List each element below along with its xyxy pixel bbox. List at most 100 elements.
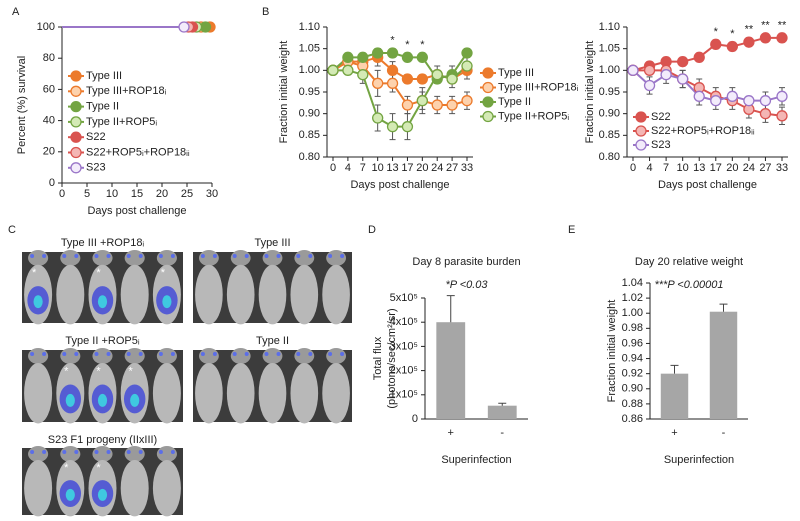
signal-dot	[74, 352, 79, 356]
panel-label: B	[262, 6, 269, 18]
x-axis-label: Days post challenge	[350, 179, 449, 191]
marker	[710, 38, 722, 50]
marker	[643, 64, 656, 76]
x-tick-label: 10	[106, 188, 118, 200]
mouse-body	[258, 264, 287, 325]
signal-dot	[170, 352, 175, 356]
x-tick-label: 10	[677, 162, 689, 174]
y-axis-label: Fraction initial weight	[278, 41, 290, 144]
signal-dot	[62, 254, 67, 258]
marker	[178, 21, 190, 33]
image-mark: *	[96, 462, 101, 474]
significance-mark: **	[745, 24, 754, 36]
signal-dot	[200, 352, 205, 356]
mouse-body	[322, 264, 350, 325]
image-title: Type III	[254, 237, 290, 249]
significance-mark: *	[714, 26, 719, 38]
legend-label: Type III+ROP18ᵢ	[86, 85, 167, 97]
x-tick-label: 24	[431, 162, 443, 174]
y-axis-label: Percent (%) survival	[16, 56, 28, 154]
marker	[401, 73, 414, 85]
y-tick-label: 1.04	[622, 277, 643, 289]
marker	[776, 110, 788, 122]
signal-core	[97, 393, 108, 407]
image-mark: *	[64, 366, 69, 378]
legend-marker	[635, 111, 647, 123]
signal-dot	[138, 352, 143, 356]
signal-dot	[328, 254, 333, 258]
error-bar	[446, 295, 455, 323]
mouse-head	[156, 446, 177, 462]
mouse-head	[262, 348, 283, 364]
x-tick-label: 17	[710, 162, 722, 174]
error-bar	[670, 364, 679, 374]
signal-core	[65, 393, 75, 407]
marker	[446, 73, 458, 85]
y-tick-label: 0.90	[599, 108, 620, 120]
x-tick-label: 20	[156, 188, 168, 200]
x-tick-label: 30	[206, 188, 218, 200]
marker	[660, 69, 672, 81]
marker	[386, 47, 399, 59]
legend-marker	[70, 85, 82, 97]
bar	[709, 311, 738, 419]
signal-dot	[158, 450, 163, 454]
mouse-body	[258, 362, 287, 424]
legend-marker	[635, 125, 647, 137]
mouse-head	[92, 446, 113, 462]
legend-label: Type III	[86, 70, 122, 82]
significance-mark: **	[778, 19, 787, 31]
mouse-head	[60, 446, 81, 462]
marker	[372, 112, 384, 124]
y-tick-label: 0.80	[599, 151, 620, 163]
y-axis-label: Fraction initial weight	[584, 41, 596, 144]
mouse-body	[195, 362, 223, 424]
x-tick-label: 25	[181, 188, 193, 200]
y-tick-label: 0.85	[299, 129, 320, 141]
mouse-head	[28, 446, 49, 462]
signal-dot	[340, 352, 345, 356]
mouse-body	[290, 264, 319, 325]
x-tick-label: 33	[461, 162, 473, 174]
legend-marker	[482, 81, 494, 94]
signal-dot	[232, 352, 237, 356]
signal-dot	[200, 254, 205, 258]
legend-marker	[70, 100, 82, 113]
legend-label: S23	[651, 139, 671, 151]
marker	[416, 51, 428, 63]
y-tick-label: 5x10⁵	[390, 292, 418, 304]
x-tick-label: 33	[776, 162, 788, 174]
bar	[487, 405, 517, 419]
mouse-head	[326, 250, 347, 266]
legend-marker	[70, 70, 82, 82]
marker	[401, 99, 414, 111]
y-tick-label: 0.90	[299, 108, 320, 120]
signal-dot	[296, 254, 301, 258]
marker	[342, 51, 354, 63]
legend-label: Type III	[498, 67, 534, 79]
mouse-body	[226, 362, 255, 424]
signal-dot	[244, 352, 249, 356]
marker	[386, 121, 399, 133]
marker	[776, 90, 788, 102]
mouse-head	[28, 348, 49, 364]
signal-dot	[62, 450, 67, 454]
significance-mark: *	[420, 39, 425, 51]
series-line	[333, 65, 468, 128]
x-tick-label: 7	[360, 162, 366, 174]
x-tick-label: 10	[372, 162, 384, 174]
marker	[357, 51, 369, 63]
legend-label: Type III+ROP18ᵢ	[498, 81, 579, 93]
marker	[416, 73, 428, 85]
mouse-head	[198, 250, 219, 266]
y-tick-label: 0.94	[622, 352, 643, 364]
signal-dot	[212, 352, 217, 356]
y-axis-label: Total flux	[372, 336, 384, 380]
series-line	[332, 60, 468, 107]
mouse-head	[60, 348, 81, 364]
signal-dot	[264, 254, 269, 258]
series-line	[633, 69, 783, 117]
mouse-body	[24, 362, 53, 424]
image-mark: *	[64, 462, 69, 474]
x-tick-label: 5	[84, 188, 90, 200]
